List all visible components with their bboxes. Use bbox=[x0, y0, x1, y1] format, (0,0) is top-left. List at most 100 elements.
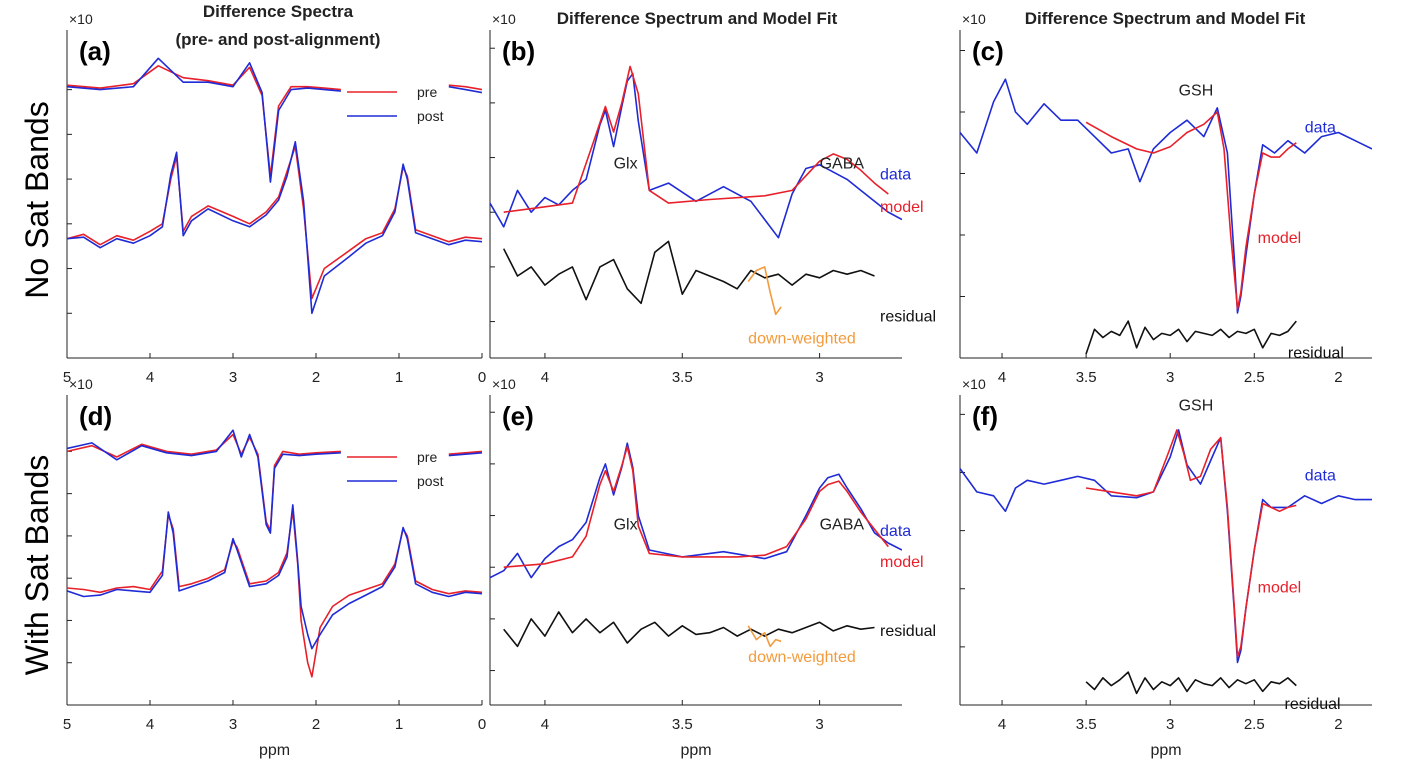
annotation-gsh: GSH bbox=[1179, 83, 1214, 100]
series-line-pre bbox=[67, 433, 341, 532]
row-label-no-sat: No Sat Bands bbox=[19, 101, 55, 298]
col-title-a-line1: Difference Spectra bbox=[203, 2, 354, 21]
series-line-post-aligned bbox=[67, 504, 482, 650]
series-line-down-weighted bbox=[747, 266, 782, 316]
annotation-down-weighted: down-weighted bbox=[748, 649, 856, 666]
panel-letter-c: (c) bbox=[972, 36, 1004, 66]
annotation-data: data bbox=[1305, 467, 1336, 484]
annotation-residual: residual bbox=[1288, 345, 1344, 362]
x-tick-label: 2.5 bbox=[1244, 369, 1265, 386]
x-tick-label: 2 bbox=[312, 369, 320, 386]
panel-f: 4 3.5 3 2.5 2 ppm ×10 (f) GSH data model residual bbox=[959, 376, 1372, 759]
panel-d: 5 4 3 2 1 0 ppm ×10 (d) pre post bbox=[63, 376, 486, 759]
x-tick-label: 2 bbox=[312, 716, 320, 733]
x-tick-label: 2.5 bbox=[1244, 716, 1265, 733]
annotation-glx: Glx bbox=[614, 516, 638, 533]
annotation-gaba: GABA bbox=[820, 516, 865, 533]
legend-label-pre: pre bbox=[417, 84, 437, 100]
series-group bbox=[960, 78, 1372, 355]
x-tick-label: 3.5 bbox=[1076, 369, 1097, 386]
panel-letter-a: (a) bbox=[79, 36, 111, 66]
panel-e: 4 3.5 3 ppm ×10 (e) Glx GABA data model residual do… bbox=[489, 376, 936, 759]
x-tick-label: 3 bbox=[229, 716, 237, 733]
series-line-data bbox=[960, 78, 1372, 314]
series-line-residual bbox=[502, 240, 875, 305]
legend-label-pre: pre bbox=[417, 449, 437, 465]
series-line-residual bbox=[503, 611, 875, 648]
panel-b: 4 3.5 3 ×10 (b) Glx GABA data model residual down-… bbox=[489, 11, 936, 386]
x-tick-label: 3.5 bbox=[1076, 716, 1097, 733]
series-line-data bbox=[490, 72, 902, 239]
x-tick-label: 3.5 bbox=[672, 716, 693, 733]
series-line-model bbox=[1085, 111, 1297, 310]
series-line-model bbox=[503, 445, 889, 568]
col-title-c: Difference Spectrum and Model Fit bbox=[1025, 9, 1306, 28]
series-line-pre-tail bbox=[448, 84, 482, 91]
series-line-model bbox=[503, 65, 889, 213]
x-tick-label: 3 bbox=[1166, 369, 1174, 386]
x-tick-label: 1 bbox=[395, 716, 403, 733]
series-line-residual bbox=[1085, 671, 1297, 695]
panel-letter-b: (b) bbox=[502, 36, 535, 66]
series-line-residual bbox=[1085, 320, 1297, 355]
annotation-model: model bbox=[880, 199, 924, 216]
series-line-model bbox=[1085, 429, 1297, 658]
annotation-residual: residual bbox=[880, 623, 936, 640]
x-tick-label: 3.5 bbox=[672, 369, 693, 386]
series-group bbox=[490, 442, 902, 648]
series-line-data bbox=[490, 442, 902, 579]
x-tick-label: 4 bbox=[998, 716, 1006, 733]
annotation-data: data bbox=[880, 523, 911, 540]
x-tick-label: 1 bbox=[395, 369, 403, 386]
series-line-pre-aligned bbox=[67, 509, 482, 678]
x-tick-label: 5 bbox=[63, 716, 71, 733]
annotation-model: model bbox=[1258, 230, 1302, 247]
annotation-model: model bbox=[880, 554, 924, 571]
annotation-gsh: GSH bbox=[1179, 398, 1214, 415]
annotation-model: model bbox=[1258, 580, 1302, 597]
series-line-post-tail bbox=[448, 452, 482, 457]
panel-letter-d: (d) bbox=[79, 401, 112, 431]
panel-a: 5 4 3 2 1 0 ×10 (a) pre post bbox=[63, 11, 486, 386]
x-tick-label: 0 bbox=[478, 716, 486, 733]
x-tick-label: 3 bbox=[229, 369, 237, 386]
series-line-post-aligned bbox=[67, 141, 482, 315]
annotation-gaba: GABA bbox=[820, 155, 865, 172]
y-exponent-label: ×10 bbox=[962, 376, 986, 392]
x-tick-label: 3 bbox=[815, 716, 823, 733]
legend-label-post: post bbox=[417, 473, 444, 489]
x-tick-label: 4 bbox=[146, 716, 154, 733]
annotation-down-weighted: down-weighted bbox=[748, 330, 856, 347]
series-line-post-tail bbox=[448, 85, 482, 94]
x-tick-label: 5 bbox=[63, 369, 71, 386]
annotation-residual: residual bbox=[880, 309, 936, 326]
series-line-pre-aligned bbox=[67, 145, 482, 300]
annotation-glx: Glx bbox=[614, 155, 638, 172]
y-exponent-label: ×10 bbox=[962, 11, 986, 27]
series-group bbox=[67, 429, 482, 678]
x-axis-label: ppm bbox=[1150, 742, 1181, 759]
series-group bbox=[67, 57, 482, 315]
legend-label-post: post bbox=[417, 108, 444, 124]
y-exponent-label: ×10 bbox=[492, 376, 516, 392]
x-tick-label: 4 bbox=[541, 716, 549, 733]
annotation-residual: residual bbox=[1285, 696, 1341, 713]
series-line-pre-tail bbox=[448, 450, 482, 455]
x-tick-label: 4 bbox=[541, 369, 549, 386]
annotation-data: data bbox=[880, 166, 911, 183]
x-tick-label: 2 bbox=[1334, 369, 1342, 386]
x-axis-label: ppm bbox=[259, 742, 290, 759]
x-tick-label: 2 bbox=[1334, 716, 1342, 733]
panel-letter-e: (e) bbox=[502, 401, 534, 431]
panel-letter-f: (f) bbox=[972, 401, 998, 431]
annotation-data: data bbox=[1305, 120, 1336, 137]
series-line-post bbox=[67, 57, 341, 183]
x-tick-label: 3 bbox=[815, 369, 823, 386]
panel-c: 4 3.5 3 2.5 2 ×10 (c) GSH data model residual bbox=[959, 11, 1372, 386]
series-group bbox=[960, 429, 1372, 695]
x-tick-label: 0 bbox=[478, 369, 486, 386]
col-title-a-line2: (pre- and post-alignment) bbox=[176, 30, 381, 49]
y-exponent-label: ×10 bbox=[69, 11, 93, 27]
series-line-post bbox=[67, 429, 341, 534]
